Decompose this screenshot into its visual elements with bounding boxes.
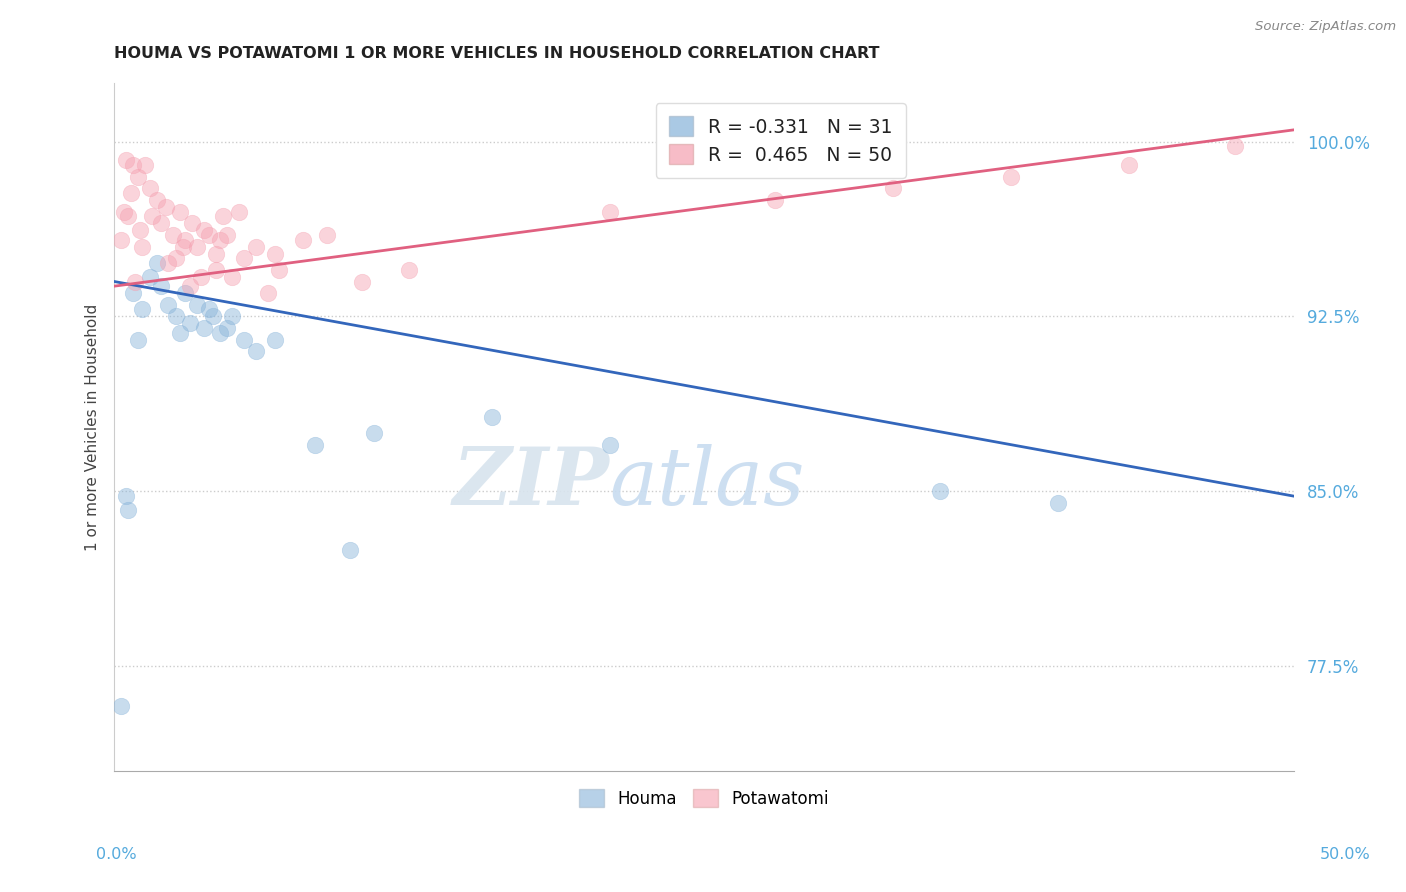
Point [145,256,167,270]
Point [145,193,167,207]
Point [179,317,201,331]
Point [204,263,226,277]
Point [134,158,156,172]
Point [117,209,139,223]
Point [882,181,904,195]
Point [269,263,291,277]
Point [217,321,239,335]
Point [599,204,621,219]
Point [599,438,621,452]
Point [763,193,786,207]
Point [315,227,337,242]
Point [165,251,187,265]
Point [162,227,184,242]
Point [150,216,173,230]
Point [197,227,219,242]
Point [398,263,420,277]
Point [172,239,194,253]
Point [169,204,191,219]
Point [232,333,254,347]
Point [256,286,278,301]
Point [115,489,138,503]
Point [129,223,152,237]
Point [165,310,187,324]
Text: Source: ZipAtlas.com: Source: ZipAtlas.com [1256,20,1396,33]
Point [221,310,243,324]
Point [228,204,250,219]
Point [124,275,146,289]
Point [169,326,191,340]
Point [193,223,215,237]
Point [115,153,138,168]
Y-axis label: 1 or more Vehicles in Household: 1 or more Vehicles in Household [86,303,100,551]
Point [232,251,254,265]
Point [117,503,139,517]
Point [245,344,267,359]
Text: atlas: atlas [610,443,806,521]
Point [193,321,215,335]
Point [304,438,326,452]
Point [174,286,197,301]
Point [204,246,226,260]
Text: 50.0%: 50.0% [1320,847,1371,862]
Point [263,333,285,347]
Point [131,302,153,317]
Point [131,239,153,253]
Point [157,256,180,270]
Point [186,239,208,253]
Text: HOUMA VS POTAWATOMI 1 OR MORE VEHICLES IN HOUSEHOLD CORRELATION CHART: HOUMA VS POTAWATOMI 1 OR MORE VEHICLES I… [114,46,880,62]
Point [110,233,132,247]
Point [350,275,373,289]
Point [155,200,177,214]
Point [122,286,145,301]
Text: ZIP: ZIP [453,443,610,521]
Legend: Houma, Potawatomi: Houma, Potawatomi [572,782,835,814]
Point [1118,158,1140,172]
Point [245,239,267,253]
Point [928,484,950,499]
Point [209,233,232,247]
Point [127,333,149,347]
Point [291,233,314,247]
Point [110,699,132,714]
Point [112,204,135,219]
Point [174,233,197,247]
Point [217,227,239,242]
Point [120,186,142,200]
Point [141,209,163,223]
Point [363,426,385,441]
Point [179,279,201,293]
Point [181,216,204,230]
Point [263,246,285,260]
Point [157,298,180,312]
Point [202,310,225,324]
Point [150,279,173,293]
Point [209,326,232,340]
Point [127,169,149,184]
Text: 0.0%: 0.0% [96,847,136,862]
Point [138,269,160,284]
Point [339,542,361,557]
Point [138,181,160,195]
Point [481,409,503,424]
Point [211,209,233,223]
Point [1223,139,1246,153]
Point [190,269,212,284]
Point [122,158,145,172]
Point [186,298,208,312]
Point [1000,169,1022,184]
Point [1046,496,1069,510]
Point [197,302,219,317]
Point [221,269,243,284]
